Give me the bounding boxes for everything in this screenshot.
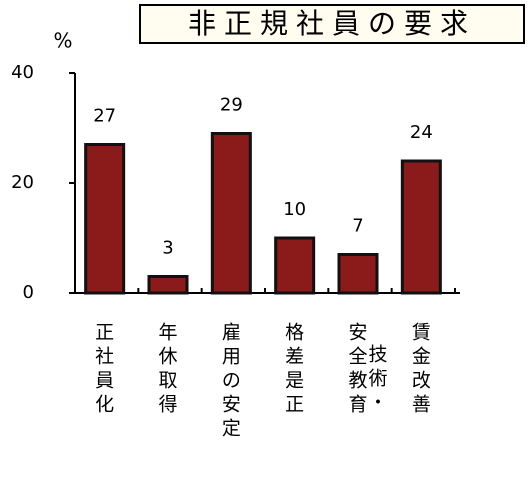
bar (147, 275, 189, 295)
label-char: 用 (222, 346, 241, 368)
label-char: 休 (158, 346, 177, 368)
y-axis-label: % (53, 29, 72, 53)
label-char: 正 (95, 322, 114, 344)
label-char: 安 (222, 394, 241, 416)
label-char: 化 (95, 394, 114, 416)
label-char: ・ (368, 392, 387, 414)
label-char: の (222, 370, 241, 392)
label-char: 是 (285, 370, 304, 392)
label-char: 改 (412, 370, 431, 392)
bar (274, 236, 316, 295)
label-char: 社 (95, 346, 114, 368)
value-label: 24 (410, 122, 433, 143)
label-char: 教 (348, 370, 367, 392)
title-box (139, 4, 525, 44)
bar (210, 132, 252, 295)
label-char: 員 (95, 370, 114, 392)
value-label: 3 (162, 238, 173, 259)
value-label: 10 (283, 199, 306, 220)
label-char: 技 (368, 344, 387, 366)
value-label: 29 (220, 95, 243, 116)
label-char: 差 (285, 346, 304, 368)
label-char: 取 (158, 370, 177, 392)
label-char: 年 (158, 322, 177, 344)
label-char: 術 (368, 368, 387, 390)
label-char: 正 (285, 394, 304, 416)
y-tick-label: 40 (11, 62, 34, 83)
y-tick-label: 0 (23, 282, 34, 303)
value-label: 7 (352, 216, 363, 237)
label-char: 定 (222, 418, 241, 440)
label-char: 得 (158, 394, 177, 416)
bar (337, 253, 379, 295)
label-char: 金 (412, 346, 431, 368)
label-char: 全 (348, 346, 367, 368)
label-char: 賃 (412, 322, 431, 344)
value-label: 27 (93, 106, 116, 127)
bar (84, 143, 126, 295)
y-tick-label: 20 (11, 172, 34, 193)
chart-title: 非正規社員の要求 (188, 7, 476, 40)
label-char: 安 (348, 322, 367, 344)
label-char: 育 (348, 394, 367, 416)
bar (400, 159, 442, 295)
label-char: 格 (285, 322, 304, 344)
label-char: 善 (412, 394, 431, 416)
label-char: 雇 (222, 322, 241, 344)
